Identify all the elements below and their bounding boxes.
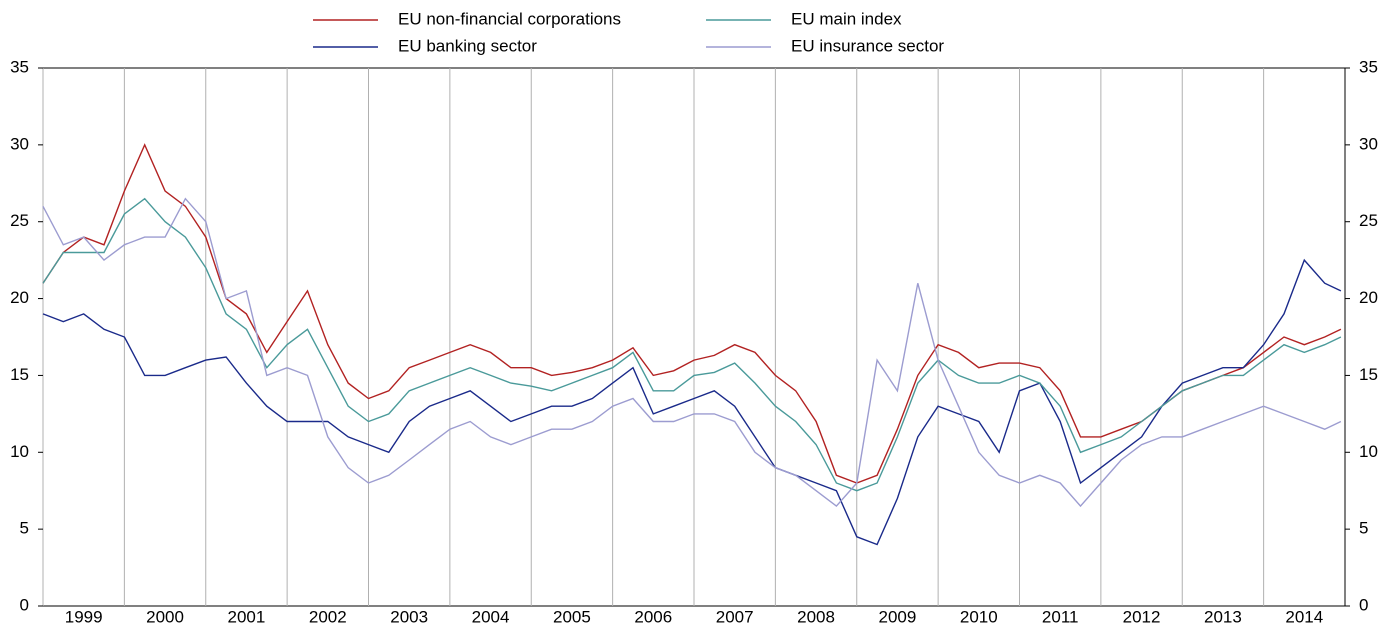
x-tick-label: 2010 bbox=[960, 607, 998, 626]
y2-tick-label: 35 bbox=[1359, 57, 1378, 76]
x-tick-label: 1999 bbox=[65, 607, 103, 626]
y-tick-label: 35 bbox=[10, 57, 29, 76]
x-tick-label: 2012 bbox=[1123, 607, 1161, 626]
x-tick-label: 2001 bbox=[228, 607, 266, 626]
x-tick-label: 2004 bbox=[472, 607, 510, 626]
x-tick-label: 2009 bbox=[879, 607, 917, 626]
y2-tick-label: 0 bbox=[1359, 595, 1368, 614]
x-tick-label: 2002 bbox=[309, 607, 347, 626]
legend-label: EU banking sector bbox=[398, 36, 537, 55]
x-tick-label: 2006 bbox=[634, 607, 672, 626]
x-tick-label: 2005 bbox=[553, 607, 591, 626]
series-line bbox=[42, 197, 1342, 492]
y-tick-label: 0 bbox=[20, 595, 29, 614]
legend-label: EU insurance sector bbox=[791, 36, 944, 55]
y2-tick-label: 5 bbox=[1359, 519, 1368, 538]
series-line bbox=[42, 258, 1342, 546]
y2-tick-label: 10 bbox=[1359, 442, 1378, 461]
y-tick-label: 15 bbox=[10, 365, 29, 384]
y-tick-label: 20 bbox=[10, 288, 29, 307]
series-line bbox=[42, 197, 1342, 508]
x-tick-label: 2007 bbox=[716, 607, 754, 626]
series-line bbox=[42, 143, 1342, 484]
x-tick-label: 2014 bbox=[1285, 607, 1323, 626]
y-tick-label: 25 bbox=[10, 211, 29, 230]
y-tick-label: 5 bbox=[20, 519, 29, 538]
y-tick-label: 30 bbox=[10, 134, 29, 153]
y-tick-label: 10 bbox=[10, 442, 29, 461]
y2-tick-label: 30 bbox=[1359, 134, 1378, 153]
x-tick-label: 2008 bbox=[797, 607, 835, 626]
x-tick-label: 2011 bbox=[1042, 607, 1079, 626]
x-tick-label: 2013 bbox=[1204, 607, 1242, 626]
y2-tick-label: 15 bbox=[1359, 365, 1378, 384]
x-tick-label: 2000 bbox=[146, 607, 184, 626]
y2-tick-label: 20 bbox=[1359, 288, 1378, 307]
y2-tick-label: 25 bbox=[1359, 211, 1378, 230]
legend-label: EU non-financial corporations bbox=[398, 9, 621, 28]
legend-label: EU main index bbox=[791, 9, 902, 28]
x-tick-label: 2003 bbox=[390, 607, 428, 626]
